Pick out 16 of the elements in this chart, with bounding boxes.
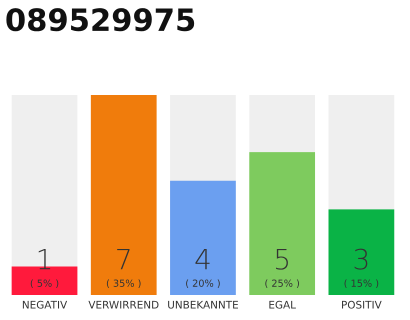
data-label: 7 — [117, 249, 130, 270]
x-tick-label: VERWIRREND — [88, 300, 159, 309]
annotation: ( 20% ) — [186, 279, 220, 288]
x-tick-label: EGAL — [269, 300, 296, 309]
data-label: 1 — [38, 249, 50, 270]
data-label: 5 — [276, 249, 288, 270]
x-tick-label: NEGATIV — [22, 300, 68, 309]
annotation: ( 15% ) — [344, 279, 378, 288]
annotation: ( 35% ) — [106, 279, 141, 288]
annotation: ( 5% ) — [30, 279, 58, 288]
annotation: ( 25% ) — [265, 279, 300, 288]
x-tick-label: UNBEKANNTE — [168, 300, 238, 309]
data-label: 4 — [195, 249, 210, 270]
chart-title: 089529975 — [6, 8, 194, 32]
x-tick-label: POSITIV — [342, 300, 382, 309]
data-label: 3 — [354, 248, 368, 270]
